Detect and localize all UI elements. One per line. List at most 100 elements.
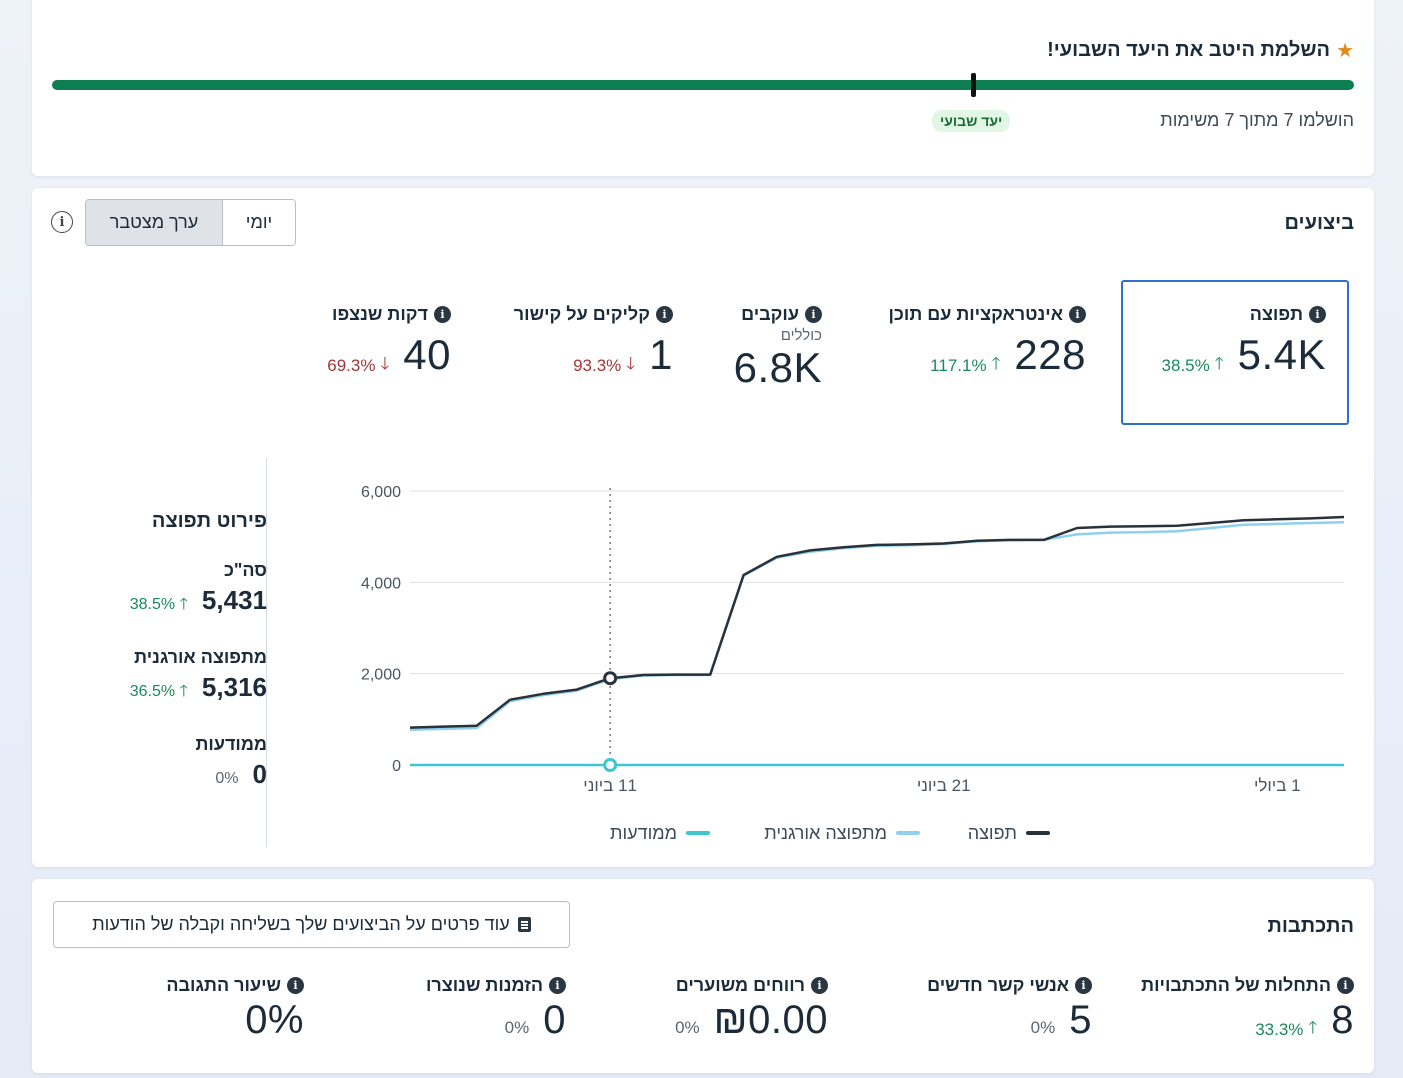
breakdown-divider xyxy=(266,458,267,847)
performance-card: ביצועים ערך מצטבר יומי i i תפוצה 5.4K 🡑 38… xyxy=(32,188,1374,867)
info-icon[interactable]: i xyxy=(805,306,822,323)
messaging-details-button[interactable]: עוד פרטים על הביצועים שלך בשליחה וקבלה ש… xyxy=(53,901,570,948)
y-tick-label: 6,000 xyxy=(361,484,401,501)
messaging-details-label: עוד פרטים על הביצועים שלך בשליחה וקבלה ש… xyxy=(92,914,510,934)
messaging-card: התכתבות עוד פרטים על הביצועים שלך בשליחה… xyxy=(32,879,1374,1073)
kpi-value: 0 xyxy=(543,998,566,1042)
x-tick-label: 21 ביוני xyxy=(917,776,971,795)
info-icon[interactable]: i xyxy=(1075,977,1092,994)
y-tick-label: 2,000 xyxy=(361,667,401,684)
x-tick-label: 1 ביולי xyxy=(1254,776,1301,795)
info-icon[interactable]: i xyxy=(287,977,304,994)
kpi-reach-card[interactable] xyxy=(1121,280,1349,425)
kpi-change-value: 0% xyxy=(504,1018,530,1037)
x-tick-label: 11 ביוני xyxy=(583,776,637,795)
breakdown-title: פירוט תפוצה xyxy=(152,510,267,533)
kpi-label: עוקבים xyxy=(741,304,799,324)
kpi-change: 🡑 33.3% xyxy=(1255,1015,1317,1044)
breakdown-change: 🡑 36.5% xyxy=(130,680,188,707)
kpi-value: 40 xyxy=(403,331,451,378)
weekly-goal-badge: יעד שבועי xyxy=(932,110,1011,132)
info-icon[interactable]: i xyxy=(1069,306,1086,323)
kpi-orders-created: i הזמנות שנוצרו 0 0% xyxy=(426,975,566,1043)
kpi-change-value: 33.3% xyxy=(1255,1019,1304,1039)
goal-marker xyxy=(971,73,976,97)
star-icon: ★ xyxy=(1336,40,1354,62)
messaging-title: התכתבות xyxy=(1267,915,1354,937)
info-icon[interactable]: i xyxy=(51,211,73,233)
kpi-value: 5.4K xyxy=(1237,331,1326,378)
breakdown-label: סה"כ xyxy=(223,560,267,580)
toggle-cumulative[interactable]: ערך מצטבר xyxy=(86,200,223,245)
arrow-down-icon: 🡓 xyxy=(380,354,390,373)
toggle-daily[interactable]: יומי xyxy=(223,200,295,245)
kpi-label: דקות שנצפו xyxy=(332,304,428,324)
info-icon[interactable]: i xyxy=(1337,977,1354,994)
info-icon[interactable]: i xyxy=(549,977,566,994)
goal-title: ★ השלמת היטב את היעד השבועי! xyxy=(1047,38,1354,63)
breakdown-value: 5,431 xyxy=(201,585,267,615)
arrow-up-icon: 🡑 xyxy=(1214,354,1224,373)
arrow-down-icon: 🡓 xyxy=(626,354,636,373)
info-icon[interactable]: i xyxy=(434,306,451,323)
breakdown-value: 5,316 xyxy=(201,672,267,702)
legend-label: מתפוצה אורגנית xyxy=(764,823,887,843)
breakdown-value: 0 xyxy=(252,759,267,789)
kpi-value: 1 xyxy=(649,331,673,378)
series-line-0 xyxy=(409,515,1345,729)
arrow-up-icon: 🡑 xyxy=(991,354,1001,373)
y-tick-label: 0 xyxy=(392,758,401,775)
kpi-minutes-viewed: i דקות שנצפו 40 🡓 69.3% xyxy=(327,304,451,380)
breakdown-change-value: 36.5% xyxy=(129,683,176,700)
goal-title-text: השלמת היטב את היעד השבועי! xyxy=(1047,39,1331,61)
kpi-label: קליקים על קישור xyxy=(513,304,650,324)
kpi-sublabel: כוללים xyxy=(780,327,822,344)
breakdown-total: סה"כ 5,431 🡑 38.5% xyxy=(130,560,267,620)
kpi-response-rate: i שיעור התגובה 0% xyxy=(166,975,304,1043)
view-toggle: ערך מצטבר יומי xyxy=(85,199,296,246)
breakdown-ads: ממודעות 0 0% xyxy=(195,734,267,790)
goal-progress-bar xyxy=(52,80,1354,90)
info-icon[interactable]: i xyxy=(811,977,828,994)
kpi-interactions: i אינטראקציות עם תוכן 228 🡑 117.1% xyxy=(888,304,1086,380)
info-icon[interactable]: i xyxy=(656,306,673,323)
breakdown-change: 🡑 38.5% xyxy=(130,593,188,620)
kpi-change-value: 117.1% xyxy=(930,355,987,375)
breakdown-label: ממודעות xyxy=(195,734,267,754)
kpi-value: 8 xyxy=(1331,998,1354,1042)
kpi-value: 5 xyxy=(1069,998,1092,1042)
kpi-estimated-earnings: i רווחים משוערים ₪0.00 0% xyxy=(675,975,828,1043)
kpi-label: רווחים משוערים xyxy=(675,975,805,995)
goal-status: הושלמו 7 מתוך 7 משימות xyxy=(1160,110,1354,130)
kpi-followers: i עוקבים כוללים 6.8K xyxy=(734,304,822,392)
kpi-link-clicks: i קליקים על קישור 1 🡓 93.3% xyxy=(514,304,673,380)
kpi-change: 🡑 38.5% xyxy=(1162,351,1224,380)
kpi-label: שיעור התגובה xyxy=(166,975,281,995)
arrow-up-icon: 🡑 xyxy=(1308,1018,1318,1037)
hover-point-ads xyxy=(603,758,618,772)
kpi-change: 🡑 117.1% xyxy=(930,351,1000,380)
kpi-change: 🡓 69.3% xyxy=(327,351,389,380)
kpi-reach: i תפוצה 5.4K 🡑 38.5% xyxy=(1162,304,1326,380)
kpi-label: הזמנות שנוצרו xyxy=(425,975,543,995)
hover-point-reach xyxy=(603,671,618,686)
kpi-change-value: 38.5% xyxy=(1161,355,1210,375)
legend-label: תפוצה xyxy=(968,823,1017,843)
kpi-change: 🡓 93.3% xyxy=(573,351,635,380)
kpi-label: התחלות של התכתבויות xyxy=(1141,975,1331,995)
legend-label: ממודעות xyxy=(610,823,677,843)
breakdown-change-value: 0% xyxy=(215,770,239,787)
breakdown-organic: מתפוצה אורגנית 5,316 🡑 36.5% xyxy=(130,647,267,707)
series-line-1 xyxy=(409,520,1345,732)
arrow-up-icon: 🡑 xyxy=(179,596,188,613)
kpi-conversations-started: i התחלות של התכתבויות 8 🡑 33.3% xyxy=(1141,975,1354,1044)
kpi-value: 6.8K xyxy=(733,344,822,391)
kpi-value: ₪0.00 xyxy=(713,998,828,1042)
kpi-change-value: 0% xyxy=(1030,1018,1056,1037)
kpi-label: אנשי קשר חדשים xyxy=(927,975,1069,995)
kpi-new-contacts: i אנשי קשר חדשים 5 0% xyxy=(927,975,1092,1043)
kpi-label: תפוצה xyxy=(1249,304,1303,324)
kpi-label: אינטראקציות עם תוכן xyxy=(888,304,1064,324)
kpi-change-value: 69.3% xyxy=(327,355,376,375)
info-icon[interactable]: i xyxy=(1309,306,1326,323)
